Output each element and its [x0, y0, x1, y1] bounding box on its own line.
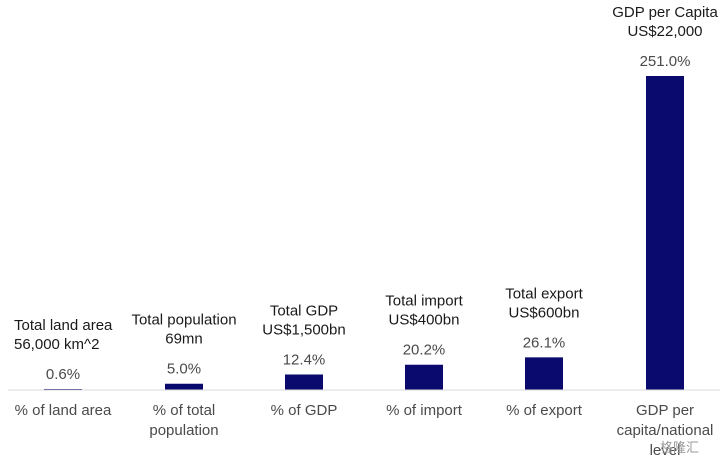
- annotations-group: Total land area 56,000 km^2 Total populati…: [14, 4, 718, 353]
- annotation-1-line-1: Total land area: [14, 317, 113, 334]
- bars-group: [44, 76, 684, 390]
- category-label-2-line-1: % of total: [153, 402, 216, 419]
- value-label-2: 5.0%: [167, 361, 201, 378]
- annotation-6-line-1: GDP per Capita: [612, 4, 718, 21]
- watermark: 格隆汇: [660, 440, 699, 455]
- value-label-5: 26.1%: [523, 334, 566, 351]
- category-label-6-line-2: capita/national: [617, 422, 714, 439]
- value-label-6: 251.0%: [640, 53, 691, 70]
- annotation-1-line-2: 56,000 km^2: [14, 336, 99, 353]
- category-label-6-line-1: GDP per: [636, 402, 694, 419]
- bar-4: [405, 364, 443, 390]
- annotation-4-line-1: Total import: [385, 293, 463, 310]
- bar-6: [646, 76, 684, 390]
- bar-5: [525, 357, 563, 390]
- category-label-6-line-3: level: [650, 442, 681, 459]
- category-label-2-line-2: population: [149, 422, 218, 439]
- category-label-5-line-1: % of export: [506, 402, 583, 419]
- category-label-1-line-1: % of land area: [15, 402, 112, 419]
- value-label-4: 20.2%: [403, 342, 446, 359]
- value-labels-group: 0.6% 5.0% 12.4% 20.2% 26.1% 251.0%: [46, 53, 691, 383]
- category-label-4-line-1: % of import: [386, 402, 463, 419]
- bar-3: [285, 374, 323, 390]
- category-label-3-line-1: % of GDP: [271, 402, 338, 419]
- annotation-6-line-2: US$22,000: [627, 23, 702, 40]
- category-labels-group: % of land area % of total population % of G…: [15, 402, 714, 459]
- annotation-4-line-2: US$400bn: [389, 312, 460, 329]
- annotation-5-line-2: US$600bn: [509, 304, 580, 321]
- value-label-1: 0.6%: [46, 366, 80, 383]
- annotation-5-line-1: Total export: [505, 285, 583, 302]
- annotation-2-line-2: 69mn: [165, 331, 203, 348]
- value-label-3: 12.4%: [283, 351, 326, 368]
- annotation-3-line-1: Total GDP: [270, 302, 338, 319]
- annotation-3-line-2: US$1,500bn: [262, 321, 345, 338]
- bar-2: [165, 383, 203, 390]
- annotation-2-line-1: Total population: [131, 312, 236, 329]
